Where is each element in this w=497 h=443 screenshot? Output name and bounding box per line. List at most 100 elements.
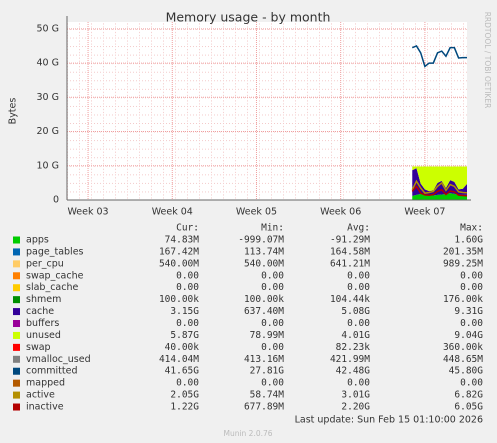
legend-swatch (13, 367, 20, 375)
legend-label: page_tables (26, 246, 84, 257)
legend-swatch (13, 355, 20, 363)
legend-stat: 0.00 (176, 282, 199, 293)
last-update: Last update: Sun Feb 15 01:10:00 2026 (295, 415, 483, 426)
legend-label: buffers (26, 318, 59, 329)
legend-swatch (13, 403, 20, 411)
legend-label: unused (26, 330, 61, 341)
column-header: Cur: (176, 223, 199, 234)
legend-stat: 113.74M (244, 246, 284, 257)
legend-label: per_cpu (26, 258, 64, 269)
legend-swatch (13, 236, 20, 244)
legend-stat: 4.01G (341, 330, 370, 341)
column-header: Max: (460, 223, 483, 234)
legend-swatch (13, 248, 20, 256)
legend-stat: 78.99M (250, 330, 285, 341)
y-tick-label: 40 G (37, 58, 59, 69)
line (411, 45, 467, 68)
legend-stat: 27.81G (250, 366, 285, 377)
legend-stat: 0.00 (460, 282, 483, 293)
legend-stat: 41.65G (165, 366, 200, 377)
legend-label: committed (26, 366, 78, 377)
legend-stat: 104.44k (330, 294, 370, 305)
legend-stat: 167.42M (159, 246, 199, 257)
legend-label: swap (26, 342, 51, 353)
x-tick-label: Week 05 (236, 207, 277, 218)
y-tick-label: 20 G (37, 126, 59, 137)
legend-label: mapped (26, 378, 65, 389)
legend-stat: 1.60G (454, 235, 483, 246)
x-tick-label: Week 06 (320, 207, 361, 218)
legend-stat: 5.08G (341, 306, 370, 317)
legend-label: shmem (26, 294, 61, 305)
legend-stat: 9.04G (454, 330, 483, 341)
legend-stat: 164.58M (330, 246, 370, 257)
legend-label: cache (26, 306, 54, 317)
legend-stat: 3.01G (341, 390, 370, 401)
x-tick-label: Week 07 (404, 207, 445, 218)
line (411, 185, 468, 197)
legend-stat: 0.00 (261, 282, 284, 293)
y-tick-label: 0 (53, 195, 59, 206)
legend-stat: 0.00 (460, 270, 483, 281)
legend-stat: 1.22G (170, 402, 199, 413)
legend-stat: 176.00k (443, 294, 483, 305)
legend-stat: 3.15G (170, 306, 199, 317)
legend-stat: 637.40M (244, 306, 284, 317)
legend-swatch (13, 391, 20, 399)
legend-swatch (13, 284, 20, 292)
side-text: RRDTOOL / TOBI OETIKER (483, 12, 492, 109)
legend-stat: 0.00 (347, 270, 370, 281)
legend-stat: 2.05G (170, 390, 199, 401)
legend-stat: 9.31G (454, 306, 483, 317)
legend-stat: 45.80G (449, 366, 484, 377)
legend-stat: 0.00 (176, 270, 199, 281)
legend-stat: 360.00k (443, 342, 483, 353)
legend-swatch (13, 343, 20, 351)
legend-stat: 989.25M (443, 258, 483, 269)
legend-stat: 2.20G (341, 402, 370, 413)
x-tick-label: Week 04 (152, 207, 193, 218)
legend-label: apps (26, 235, 49, 246)
version: Munin 2.0.76 (223, 429, 272, 438)
legend-stat: 540.00M (244, 258, 284, 269)
legend-stat: 641.21M (330, 258, 370, 269)
y-tick-label: 10 G (37, 160, 59, 171)
minor-grid (67, 22, 467, 200)
legend-label: vmalloc_used (26, 354, 91, 365)
legend-label: slab_cache (26, 282, 78, 293)
area (412, 166, 467, 192)
legend-stat: -91.29M (330, 235, 370, 246)
legend-stat: 540.00M (159, 258, 199, 269)
legend-swatch (13, 320, 20, 328)
x-tick-label: Week 03 (67, 207, 108, 218)
area (412, 168, 467, 196)
legend-swatch (13, 331, 20, 339)
y-tick-label: 30 G (37, 92, 59, 103)
legend-stat: 6.05G (454, 402, 483, 413)
legend-stat: 677.89M (244, 402, 284, 413)
legend-swatch (13, 260, 20, 268)
legend-label: swap_cache (26, 270, 84, 281)
y-tick-label: 50 G (37, 23, 59, 34)
y-axis-label: Bytes (8, 98, 19, 125)
legend-stat: 201.35M (443, 246, 483, 257)
chart-title: Memory usage - by month (166, 10, 331, 25)
legend-stat: 0.00 (261, 378, 284, 389)
legend-swatch (13, 272, 20, 280)
column-header: Min: (261, 223, 284, 234)
legend-stat: -999.07M (238, 235, 284, 246)
legend-stat: 0.00 (347, 282, 370, 293)
column-header: Avg: (347, 223, 370, 234)
legend-stat: 414.04M (159, 354, 199, 365)
legend-swatch (13, 308, 20, 316)
legend-stat: 74.83M (165, 235, 200, 246)
legend-stat: 0.00 (460, 378, 483, 389)
legend-stat: 0.00 (176, 318, 199, 329)
legend-label: active (26, 390, 55, 401)
legend-stat: 100.00k (244, 294, 284, 305)
legend-stat: 448.65M (443, 354, 483, 365)
line (411, 179, 468, 194)
legend-stat: 42.48G (336, 366, 371, 377)
